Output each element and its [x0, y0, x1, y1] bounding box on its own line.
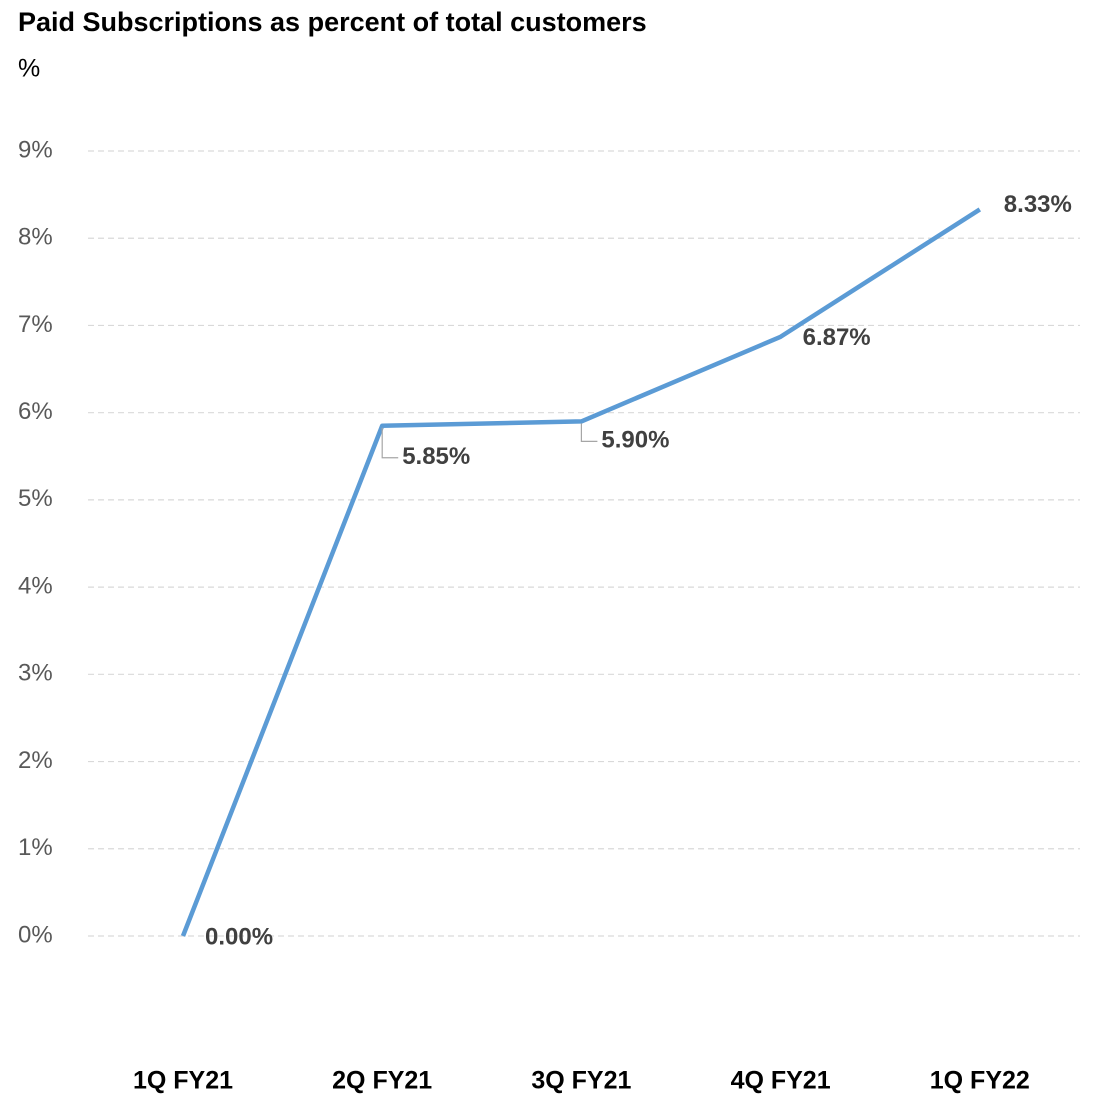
y-tick-label: 7%	[18, 311, 53, 338]
x-tick-label: 1Q FY22	[930, 1067, 1030, 1095]
y-tick-label: 4%	[18, 572, 53, 599]
y-tick-label: 6%	[18, 398, 53, 425]
y-tick-label: 3%	[18, 660, 53, 687]
x-tick-label: 1Q FY21	[133, 1067, 233, 1095]
y-axis-label: %	[18, 55, 40, 83]
chart-title: Paid Subscriptions as percent of total c…	[18, 7, 647, 37]
line	[180, 207, 982, 937]
y-tick-label: 8%	[18, 224, 53, 251]
data-label: 5.85%	[402, 443, 470, 470]
y-tick-label: 1%	[18, 834, 53, 861]
data-label: 0.00%	[205, 923, 273, 950]
y-tick-label: 5%	[18, 485, 53, 512]
data-label: 5.90%	[601, 427, 669, 454]
x-tick-label: 2Q FY21	[332, 1067, 432, 1095]
data-label: 6.87%	[803, 324, 871, 351]
x-tick-label: 3Q FY21	[531, 1067, 631, 1095]
leader-line	[580, 423, 598, 442]
y-tick-label: 2%	[18, 747, 53, 774]
leader-line	[381, 427, 399, 459]
y-tick-label: 9%	[18, 136, 53, 163]
y-tick-label: 0%	[18, 921, 53, 948]
data-label: 8.33%	[1004, 191, 1072, 218]
x-tick-label: 4Q FY21	[731, 1067, 831, 1095]
